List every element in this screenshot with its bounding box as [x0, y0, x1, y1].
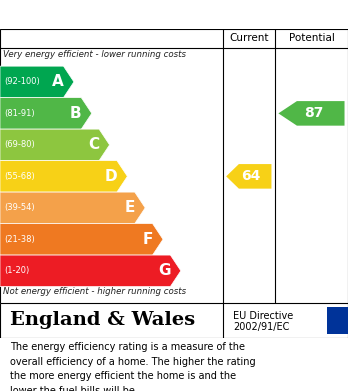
Text: (55-68): (55-68) — [5, 172, 35, 181]
Text: (21-38): (21-38) — [5, 235, 35, 244]
Text: (81-91): (81-91) — [5, 109, 35, 118]
Text: C: C — [88, 137, 100, 152]
Polygon shape — [0, 129, 110, 161]
Polygon shape — [0, 66, 74, 98]
Polygon shape — [0, 224, 163, 255]
Text: D: D — [105, 169, 117, 184]
Polygon shape — [226, 164, 271, 188]
Text: A: A — [52, 74, 64, 90]
Polygon shape — [0, 161, 127, 192]
Bar — [327, 307, 348, 334]
Text: 2002/91/EC: 2002/91/EC — [233, 322, 290, 332]
Text: 87: 87 — [304, 106, 324, 120]
Text: Current: Current — [229, 33, 269, 43]
Polygon shape — [278, 101, 345, 126]
Text: The energy efficiency rating is a measure of the
overall efficiency of a home. T: The energy efficiency rating is a measur… — [10, 343, 256, 391]
Text: B: B — [70, 106, 82, 121]
Text: (39-54): (39-54) — [5, 203, 35, 212]
Text: 64: 64 — [241, 169, 260, 183]
Text: Potential: Potential — [288, 33, 334, 43]
Polygon shape — [0, 192, 145, 224]
Text: Very energy efficient - lower running costs: Very energy efficient - lower running co… — [3, 50, 187, 59]
Text: (1-20): (1-20) — [5, 266, 30, 275]
Polygon shape — [0, 255, 181, 287]
Text: Energy Efficiency Rating: Energy Efficiency Rating — [50, 5, 298, 23]
Text: England & Wales: England & Wales — [10, 311, 196, 329]
Text: F: F — [143, 232, 153, 247]
Text: (69-80): (69-80) — [5, 140, 35, 149]
Text: G: G — [158, 263, 171, 278]
Text: Not energy efficient - higher running costs: Not energy efficient - higher running co… — [3, 287, 187, 296]
Text: EU Directive: EU Directive — [233, 311, 293, 321]
Text: E: E — [125, 200, 135, 215]
Polygon shape — [0, 98, 92, 129]
Text: (92-100): (92-100) — [5, 77, 40, 86]
